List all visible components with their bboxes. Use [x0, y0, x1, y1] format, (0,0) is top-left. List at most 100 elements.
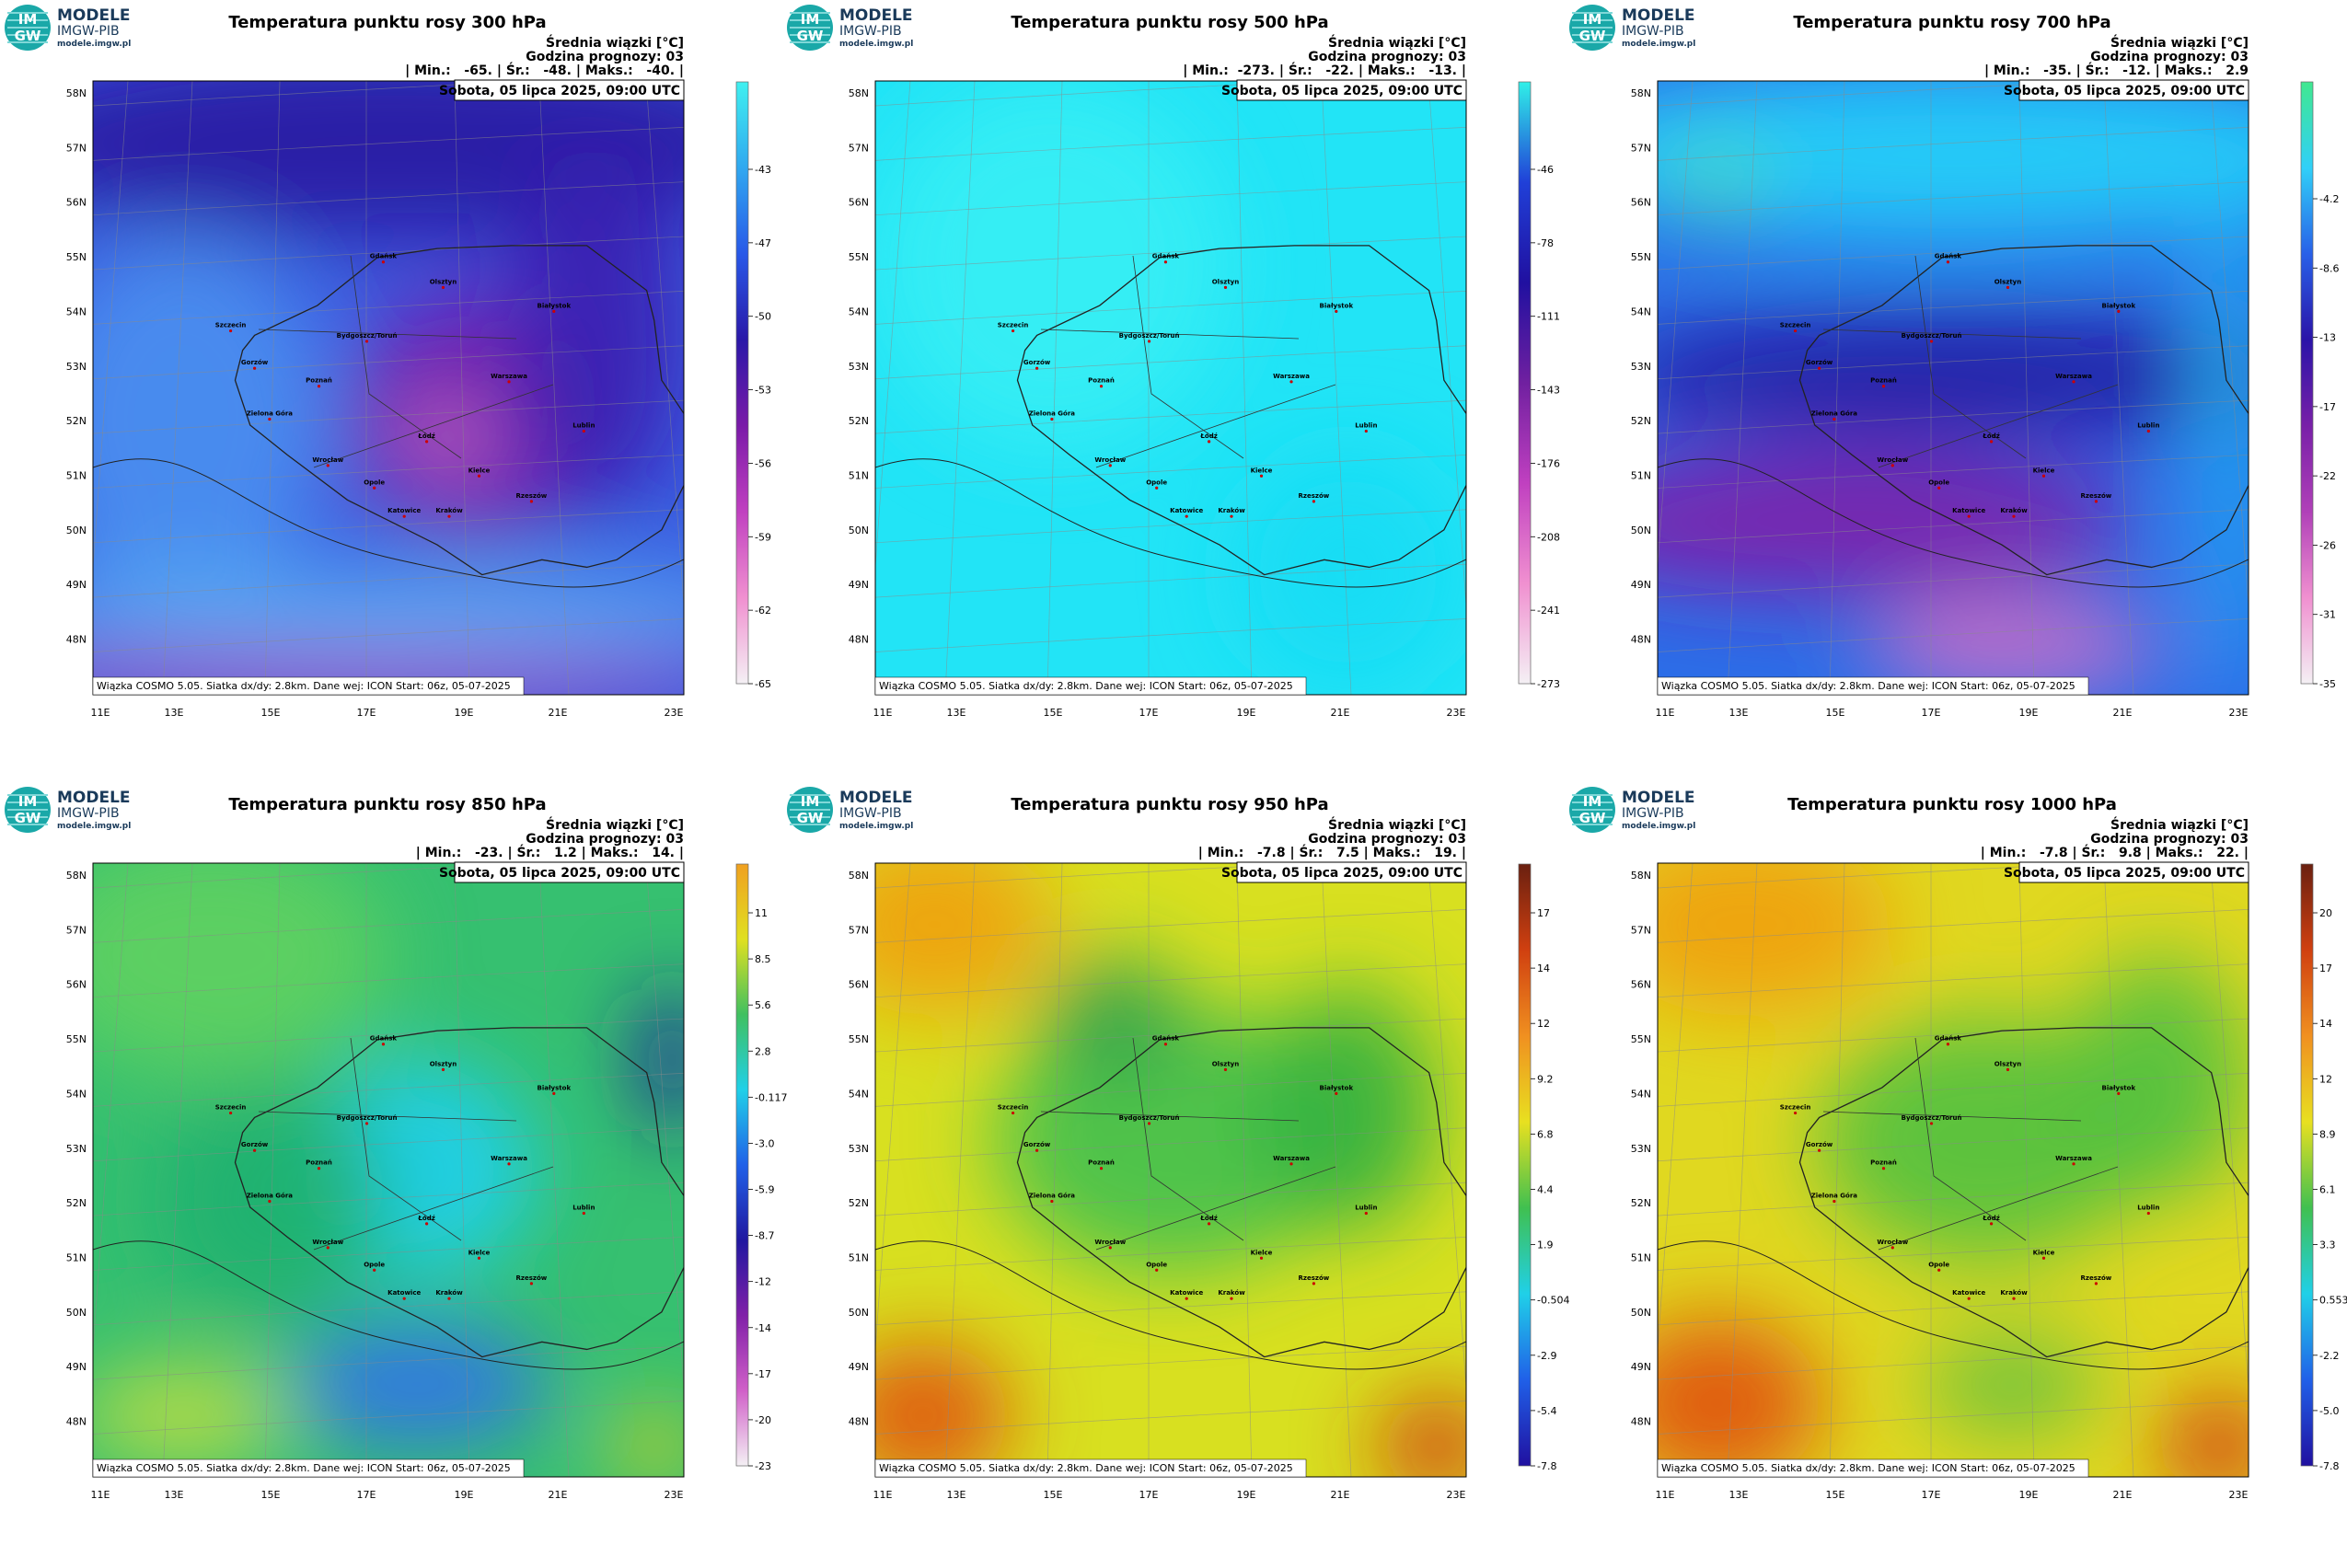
colorbar-label: -50: [755, 311, 771, 323]
colorbar-label: -35: [2319, 678, 2336, 690]
graticule: [1727, 81, 1758, 695]
date: Sobota, 05 lipca 2025, 09:00 UTC: [439, 866, 680, 881]
graticule: [875, 1073, 1466, 1107]
colorbar-label: 17: [1537, 907, 1550, 919]
logo-org: IMGW-PIB: [57, 806, 120, 821]
lat-label: 52N: [66, 415, 87, 427]
colorbar-label: -47: [755, 237, 771, 249]
city-dot: [1207, 440, 1211, 444]
graticule: [264, 81, 281, 695]
city-label: Lublin: [572, 421, 595, 429]
city-dot: [373, 1268, 376, 1272]
lat-label: 58N: [66, 870, 87, 882]
field-blob: [1259, 986, 1437, 1232]
lat-label: 48N: [66, 634, 87, 646]
lon-label: 21E: [1331, 707, 1350, 719]
lon-label: 17E: [357, 1489, 376, 1501]
colorbar-label: -13: [2319, 332, 2336, 344]
logo-org: IMGW-PIB: [1622, 806, 1684, 821]
graticule: [1658, 127, 2249, 161]
city-label: Opole: [1928, 478, 1949, 486]
city-dot: [326, 1246, 330, 1250]
colorbar-label: -111: [1537, 311, 1560, 323]
city-label: Łódź: [417, 1215, 434, 1222]
date: Sobota, 05 lipca 2025, 09:00 UTC: [1221, 866, 1463, 881]
field-blob: [1658, 863, 1894, 1017]
region-border: [258, 1037, 554, 1251]
logo-badge-text: IM: [18, 793, 38, 810]
city-dot: [317, 1167, 321, 1170]
city-dot: [1223, 285, 1228, 289]
logo-badge-text: IM: [1583, 11, 1602, 28]
region-border: [1822, 1037, 2119, 1251]
logo-name: MODELE: [57, 6, 131, 25]
graticule: [93, 399, 684, 434]
city-dot: [1289, 380, 1293, 384]
graticule: [875, 81, 911, 571]
city-dot: [1230, 1297, 1233, 1300]
panel-title: Temperatura punktu rosy 300 hPa: [228, 13, 546, 32]
city-dot: [1050, 1199, 1054, 1204]
date-box: [2018, 861, 2249, 883]
date-box: [454, 79, 685, 101]
lon-label: 11E: [873, 707, 893, 719]
city-label: Poznań: [1870, 377, 1897, 385]
city-label: Opole: [364, 478, 385, 486]
graticule: [454, 863, 470, 1477]
lat-label: 49N: [66, 579, 87, 591]
logo-name: MODELE: [839, 6, 913, 25]
city-dot: [1833, 1199, 1836, 1204]
city-dot: [529, 1282, 534, 1286]
city-label: Łódź: [1199, 432, 1217, 440]
city-label: Łódź: [1199, 1215, 1217, 1222]
city-label: Gorzów: [241, 359, 269, 366]
city-label: Opole: [1146, 1261, 1167, 1268]
city-dot: [1989, 1222, 1994, 1226]
lat-label: 57N: [1631, 924, 1651, 936]
lat-label: 49N: [1631, 1361, 1651, 1373]
city-label: Szczecin: [215, 322, 247, 329]
city-dot: [402, 514, 406, 518]
graticule: [1046, 81, 1063, 695]
graticule: [1658, 618, 2249, 652]
city-label: Bydgoszcz/Toruń: [337, 332, 398, 340]
lat-label: 55N: [1631, 251, 1651, 263]
date-box: [1236, 79, 1467, 101]
lat-label: 58N: [1631, 87, 1651, 99]
footer: Wiązka COSMO 5.05. Siatka dx/dy: 2.8km. …: [1661, 680, 2075, 692]
city-dot: [1967, 514, 1971, 518]
city-label: Katowice: [1952, 507, 1985, 514]
city-dot: [1793, 1111, 1798, 1115]
city-dot: [1818, 1148, 1821, 1152]
city-label: Olsztyn: [1212, 278, 1240, 285]
graticule: [93, 863, 129, 1354]
city-label: Wrocław: [1094, 456, 1126, 464]
city-dot: [424, 440, 429, 444]
graticule: [1321, 81, 1352, 695]
city-label: Bydgoszcz/Toruń: [1902, 1114, 1962, 1122]
footer-box: [92, 676, 525, 696]
city-dot: [364, 340, 369, 343]
lat-label: 49N: [1631, 579, 1651, 591]
graticule: [875, 127, 1466, 161]
graticule: [162, 81, 193, 695]
field-blob: [875, 863, 1053, 1017]
lat-label: 53N: [1631, 361, 1651, 373]
city-label: Wrocław: [312, 456, 343, 464]
map-field-blobs: [93, 863, 684, 1477]
map-field-blobs: [93, 81, 684, 695]
colorbar: [1518, 863, 1532, 1467]
graticule: [875, 863, 1312, 889]
city-label: Białystok: [2102, 1084, 2136, 1091]
city-label: Rzeszów: [1299, 492, 1330, 500]
city-dot: [1946, 1043, 1950, 1046]
graticule: [93, 963, 684, 998]
colorbar: [1518, 81, 1532, 685]
city-label: Gdańsk: [1935, 1035, 1962, 1043]
graticule: [875, 345, 1466, 380]
logo-url: modele.imgw.pl: [1622, 40, 1695, 49]
graticule: [1658, 1237, 2249, 1271]
graticule: [645, 863, 684, 1392]
